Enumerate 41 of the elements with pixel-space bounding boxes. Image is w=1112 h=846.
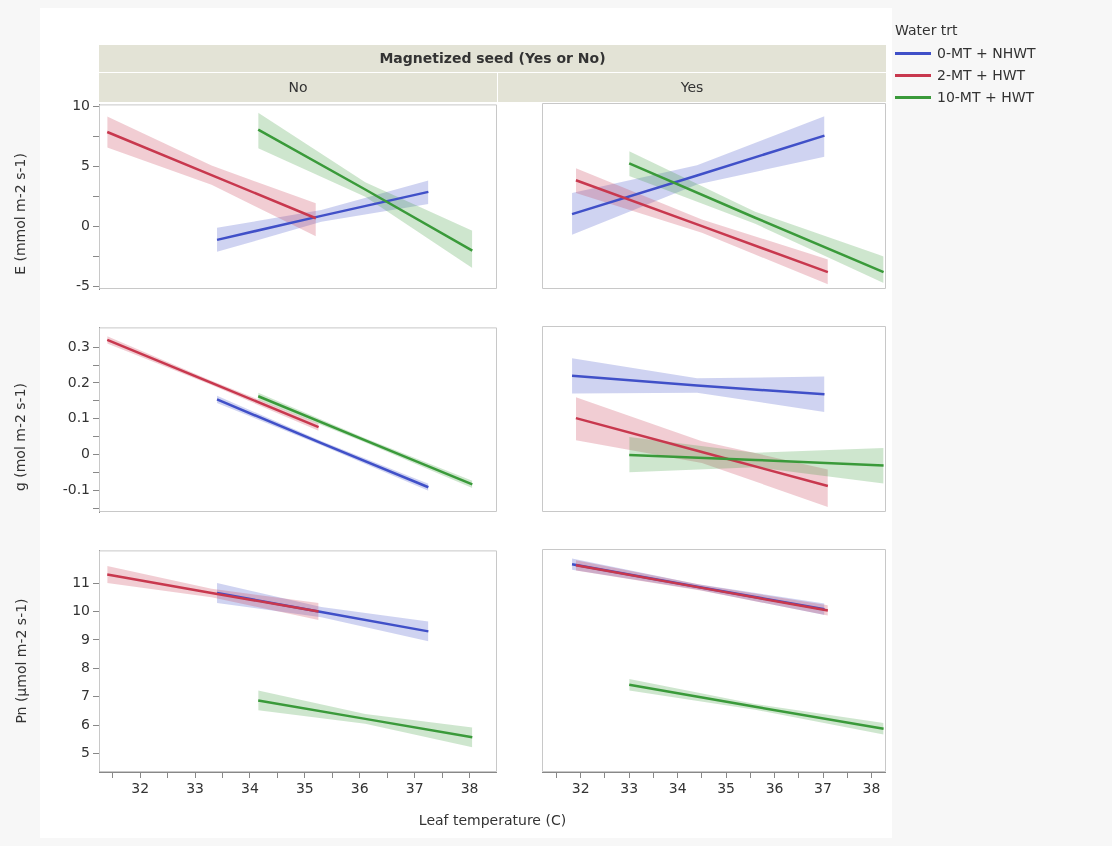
y-tick-label: -5	[76, 277, 90, 294]
y-tick-label: 7	[81, 687, 90, 704]
x-tick-label: 33	[620, 780, 639, 797]
chart-subtitle: Yes	[498, 73, 886, 102]
y-axis-title: Pn (µmol m-2 s-1)	[12, 596, 30, 726]
y-tick-label: 9	[81, 630, 90, 647]
y-tick-label: 8	[81, 658, 90, 675]
x-tick-label: 32	[131, 780, 150, 797]
x-tick-label: 36	[765, 780, 784, 797]
y-tick-label: 0	[81, 445, 90, 462]
x-tick-label: 34	[668, 780, 687, 797]
y-axis-title: g (mol m-2 s-1)	[12, 381, 29, 494]
y-tick-label: 6	[81, 715, 91, 732]
y-tick-label: 0	[81, 217, 90, 234]
x-tick-label: 36	[350, 780, 369, 797]
legend-label: 0-MT + NHWT	[937, 45, 1036, 61]
legend-label: 10-MT + HWT	[937, 89, 1035, 105]
x-tick-label: 35	[295, 780, 314, 797]
x-tick-label: 37	[405, 780, 424, 797]
legend-label: 2-MT + HWT	[937, 67, 1026, 83]
y-tick-label: 10	[72, 602, 90, 619]
legend-title: Water trt	[895, 22, 959, 38]
y-tick-label: 0.1	[67, 409, 90, 426]
y-tick-label: 10	[72, 97, 90, 114]
x-tick-label: 38	[460, 780, 479, 797]
y-tick-label: -0.1	[62, 481, 90, 498]
y-tick-label: 5	[81, 744, 90, 761]
chart-subtitle: No	[99, 73, 497, 102]
chart-title: Magnetized seed (Yes or No)	[99, 45, 886, 72]
x-axis-title: Leaf temperature (C)	[417, 812, 568, 828]
y-axis-title: E (mmol m-2 s-1)	[12, 152, 29, 277]
x-tick-label: 37	[814, 780, 832, 797]
y-tick-label: 5	[81, 157, 90, 174]
x-tick-label: 32	[571, 780, 590, 797]
x-tick-label: 38	[862, 780, 881, 797]
x-tick-label: 35	[717, 780, 736, 797]
y-tick-label: 11	[72, 573, 90, 590]
x-tick-label: 33	[186, 780, 204, 797]
x-tick-label: 34	[241, 780, 259, 797]
y-tick-label: 0.3	[67, 337, 90, 354]
y-tick-label: 0.2	[67, 373, 90, 390]
